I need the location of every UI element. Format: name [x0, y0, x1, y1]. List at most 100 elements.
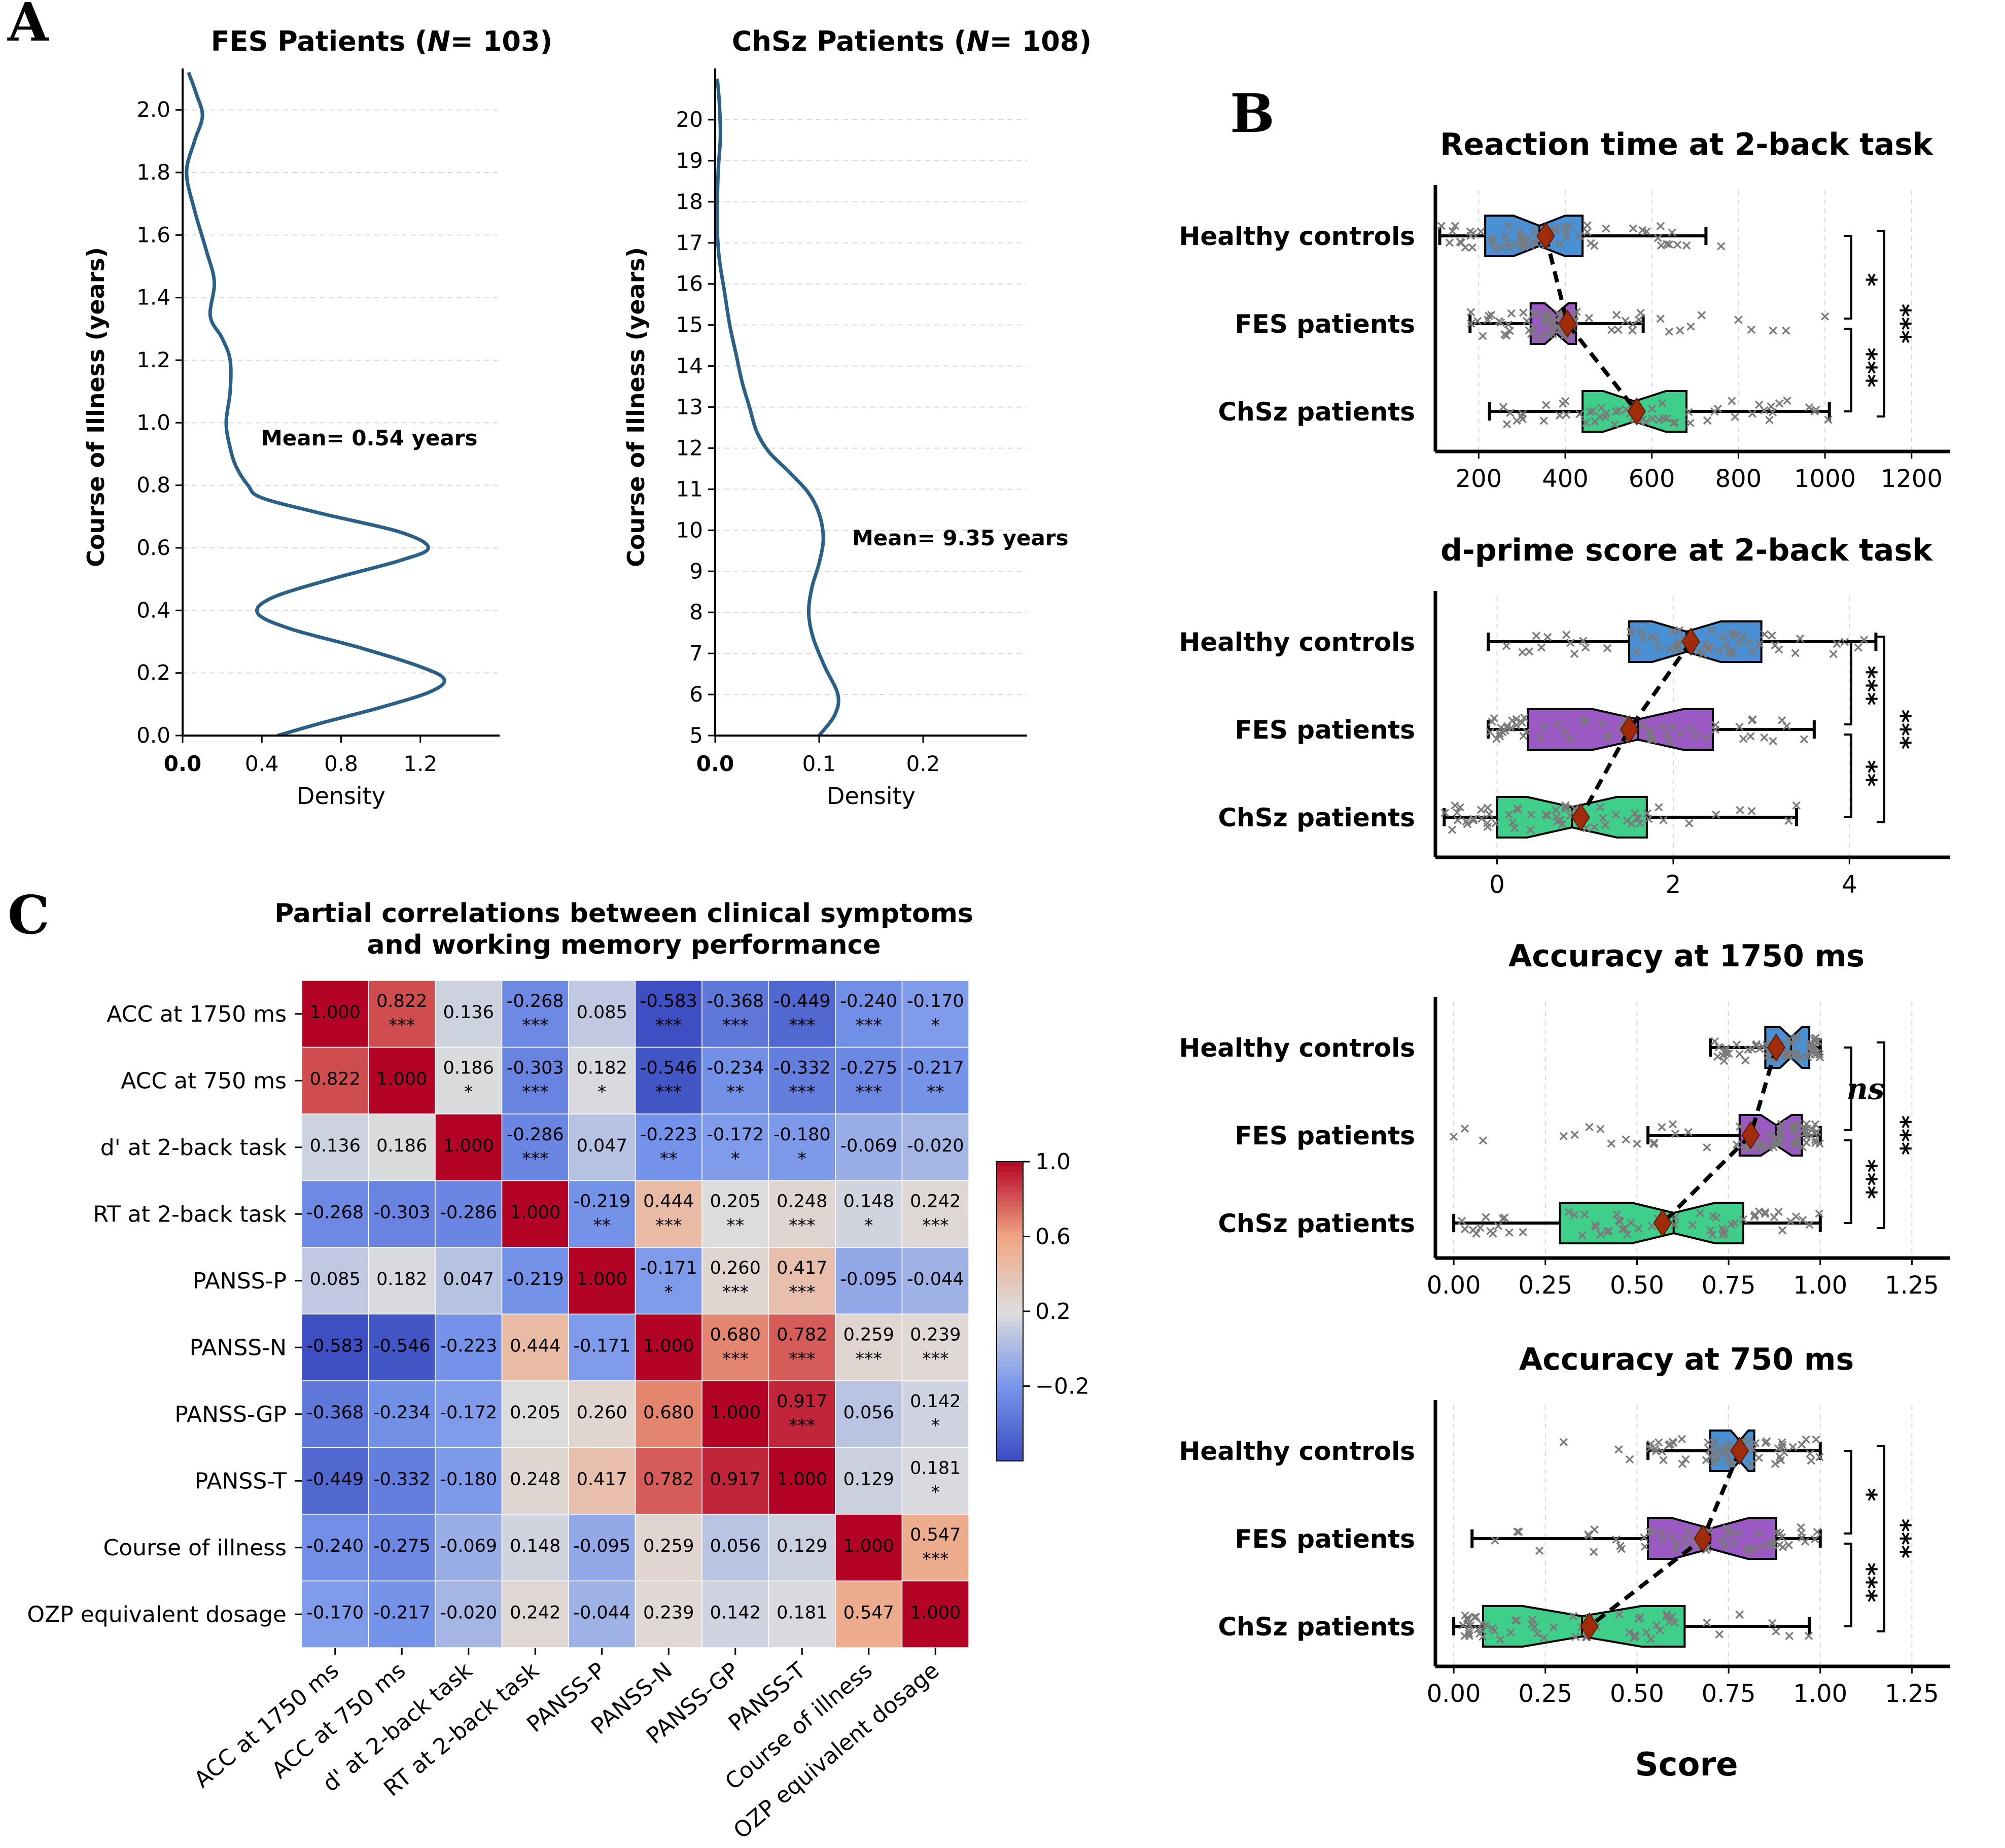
data-point: ×: [1729, 408, 1741, 425]
colorbar-segment: [997, 1441, 1023, 1447]
data-point: ×: [1758, 401, 1770, 418]
data-point: ×: [1703, 639, 1715, 656]
heatmap-cell: [501, 1580, 569, 1648]
cell-stars: *: [931, 1483, 940, 1503]
data-point: ×: [1702, 1434, 1714, 1450]
data-point: ×: [1488, 1622, 1500, 1638]
colorbar-segment: [997, 1451, 1023, 1457]
data-point: ×: [1783, 1031, 1795, 1048]
data-point: ×: [1813, 1205, 1825, 1222]
data-point: ×: [1657, 1530, 1668, 1547]
data-point: ×: [1684, 414, 1696, 431]
heatmap-cell: [901, 1380, 969, 1448]
cell-value: 0.917: [777, 1391, 827, 1412]
data-point: ×: [1648, 1135, 1660, 1152]
data-point: ×: [1738, 730, 1749, 747]
data-point: ×: [1560, 796, 1571, 813]
data-point: ×: [1465, 227, 1476, 244]
heatmap-cell: [768, 1313, 836, 1381]
colorbar-segment: [997, 1376, 1023, 1382]
data-point: ×: [1465, 303, 1476, 320]
data-point: ×: [1511, 1523, 1523, 1540]
outlier-point: ×: [1459, 1120, 1470, 1137]
data-point: ×: [1571, 303, 1582, 320]
data-point: ×: [1561, 799, 1572, 816]
data-point: ×: [1449, 797, 1461, 814]
data-point: ×: [1791, 1029, 1803, 1046]
data-point: ×: [1661, 410, 1672, 427]
cell-stars: ***: [789, 1416, 816, 1436]
data-point: ×: [1599, 816, 1611, 833]
cell-stars: **: [660, 1149, 678, 1169]
cell-stars: **: [726, 1083, 744, 1103]
data-point: ×: [1503, 239, 1515, 256]
data-point: ×: [1661, 726, 1673, 743]
x-tick-label: 200: [1456, 465, 1502, 493]
heatmap-cell: [635, 1514, 702, 1582]
data-point: ×: [1790, 1029, 1802, 1045]
data-point: ×: [1658, 811, 1669, 828]
data-point: ×: [1798, 1119, 1810, 1135]
colorbar-segment: [997, 1426, 1023, 1432]
data-point: ×: [1734, 718, 1745, 735]
data-point: ×: [1627, 316, 1639, 332]
cell-value: -0.219: [573, 1192, 630, 1212]
x-tick-label: 400: [1542, 465, 1589, 493]
outlier-point: ×: [1745, 321, 1757, 338]
data-point: ×: [1725, 1215, 1737, 1232]
data-point: ×: [1808, 1124, 1820, 1141]
outlier-point: ×: [1767, 322, 1779, 339]
cell-value: 0.822: [310, 1069, 361, 1090]
data-point: ×: [1690, 726, 1702, 743]
data-point: ×: [1466, 238, 1478, 255]
outlier-point: ×: [1685, 318, 1697, 334]
cell-stars: *: [731, 1149, 740, 1169]
data-point: ×: [1666, 1528, 1678, 1545]
heatmap-cell: [835, 1113, 903, 1181]
data-point: ×: [1800, 1124, 1812, 1140]
data-point: ×: [1657, 395, 1668, 411]
data-point: ×: [1726, 392, 1738, 409]
data-point: ×: [1455, 234, 1467, 251]
heatmap-cell: [501, 1047, 569, 1114]
data-point: ×: [1766, 626, 1778, 643]
data-point: ×: [1809, 1115, 1821, 1132]
data-point: ×: [1528, 319, 1540, 335]
data-point: ×: [1487, 232, 1498, 249]
heatmap-cell: [501, 1380, 569, 1448]
data-point: ×: [1582, 1525, 1594, 1542]
outlier-point: ×: [1477, 1132, 1489, 1148]
data-point: ×: [1517, 410, 1528, 427]
data-point: ×: [1534, 1542, 1545, 1559]
heatmap-cell: [368, 980, 436, 1048]
data-point: ×: [1643, 728, 1655, 745]
y-tick-label: 0.2: [136, 660, 170, 685]
sig-bracket-top: [1844, 641, 1852, 725]
data-point: ×: [1712, 400, 1723, 417]
data-point: ×: [1725, 1454, 1737, 1471]
data-point: ×: [1505, 1624, 1517, 1641]
data-point: ×: [1789, 1135, 1801, 1152]
colorbar-segment: [997, 1381, 1023, 1387]
data-point: ×: [1619, 1220, 1631, 1237]
outlier-point: ×: [1558, 1433, 1569, 1450]
cell-value: 0.181: [777, 1603, 827, 1623]
colorbar-segment: [997, 1301, 1023, 1307]
data-point: ×: [1716, 1226, 1728, 1243]
colorbar-segment: [997, 1386, 1023, 1392]
data-point: ×: [1803, 1037, 1815, 1054]
data-point: ×: [1645, 1436, 1657, 1452]
cell-value: 0.085: [577, 1002, 627, 1023]
heatmap-cell: [901, 1313, 969, 1381]
colorbar-segment: [997, 1311, 1023, 1317]
cell-value: -0.171: [640, 1258, 697, 1278]
data-point: ×: [1595, 1226, 1606, 1242]
y-tick-label: 9: [689, 559, 703, 583]
data-point: ×: [1645, 628, 1657, 645]
data-point: ×: [1545, 313, 1557, 330]
cell-value: 0.417: [577, 1470, 627, 1490]
heatmap-cell: [301, 1113, 369, 1181]
data-point: ×: [1770, 1622, 1782, 1639]
data-point: ×: [1804, 1046, 1816, 1063]
data-point: ×: [1729, 1214, 1741, 1231]
